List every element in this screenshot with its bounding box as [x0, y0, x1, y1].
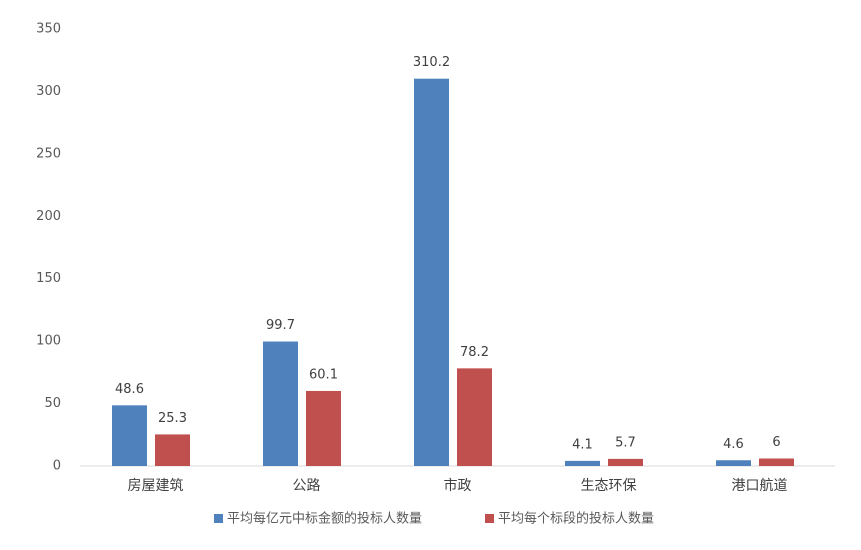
value-label: 60.1 — [309, 367, 338, 382]
bar — [457, 368, 492, 466]
value-label: 5.7 — [615, 435, 636, 450]
bar — [608, 458, 643, 466]
bar — [112, 405, 147, 466]
value-label: 99.7 — [266, 318, 295, 333]
bar — [759, 458, 794, 466]
y-tick-label: 100 — [36, 334, 61, 349]
legend-swatch — [214, 514, 223, 523]
y-tick-label: 0 — [53, 459, 61, 474]
value-label: 4.6 — [723, 437, 744, 452]
bar — [306, 390, 341, 466]
bar — [155, 434, 190, 466]
y-tick-label: 200 — [36, 209, 61, 224]
legend-label: 平均每个标段的投标人数量 — [498, 511, 654, 527]
value-label: 78.2 — [460, 345, 489, 360]
x-tick-label: 港口航道 — [732, 478, 788, 494]
value-label: 25.3 — [158, 411, 187, 426]
bar — [716, 460, 751, 466]
bar — [263, 341, 298, 466]
bar — [414, 78, 449, 466]
y-tick-label: 50 — [44, 396, 61, 411]
x-tick-label: 公路 — [293, 478, 321, 494]
value-label: 4.1 — [572, 437, 593, 452]
y-tick-label: 150 — [36, 271, 61, 286]
legend-swatch — [485, 514, 494, 523]
y-tick-label: 250 — [36, 146, 61, 161]
x-tick-label: 生态环保 — [581, 478, 637, 494]
bar — [565, 460, 600, 466]
y-tick-label: 300 — [36, 84, 61, 99]
y-tick-label: 350 — [36, 22, 61, 37]
legend-label: 平均每亿元中标金额的投标人数量 — [227, 511, 422, 527]
value-label: 48.6 — [115, 382, 144, 397]
value-label: 6 — [772, 435, 780, 450]
x-tick-label: 房屋建筑 — [128, 478, 184, 494]
value-label: 310.2 — [413, 55, 450, 70]
x-tick-label: 市政 — [444, 477, 472, 494]
